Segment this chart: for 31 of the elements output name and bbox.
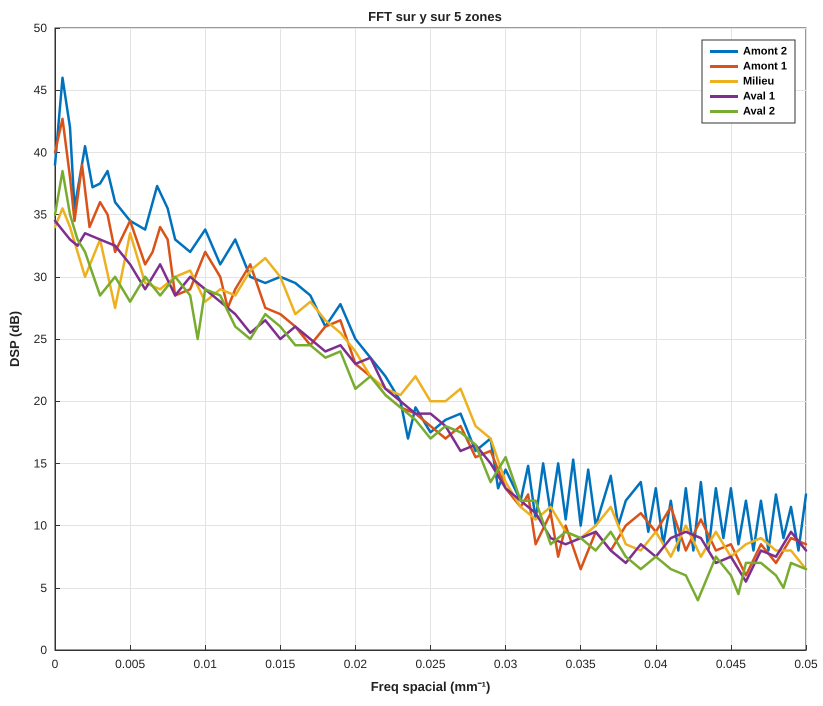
x-tick-label: 0 xyxy=(52,657,59,671)
legend-label: Milieu xyxy=(743,76,774,88)
y-tick-label: 50 xyxy=(34,21,48,35)
legend-label: Amont 1 xyxy=(743,60,787,72)
y-tick-label: 40 xyxy=(34,145,48,160)
x-tick-label: 0.01 xyxy=(194,657,218,671)
y-tick-label: 15 xyxy=(34,456,48,470)
x-tick-label: 0.045 xyxy=(716,657,746,671)
legend-label: Amont 2 xyxy=(743,46,787,58)
y-tick-label: 45 xyxy=(34,83,48,98)
x-tick-label: 0.04 xyxy=(644,657,668,671)
chart-title: FFT sur y sur 5 zones xyxy=(368,9,502,24)
y-tick-label: 25 xyxy=(34,332,48,346)
y-tick-label: 30 xyxy=(34,270,48,284)
y-axis-title: DSP (dB) xyxy=(7,310,22,368)
x-tick-label: 0.035 xyxy=(566,657,596,671)
x-tick-label: 0.03 xyxy=(494,657,518,671)
y-tick-label: 20 xyxy=(34,394,48,408)
legend-label: Aval 1 xyxy=(743,90,776,102)
x-tick-label: 0.05 xyxy=(794,657,818,671)
line-series xyxy=(54,170,808,602)
y-tick-label: 35 xyxy=(34,208,48,222)
x-tick-label: 0.015 xyxy=(265,657,296,671)
y-tick-label: 0 xyxy=(40,643,48,657)
legend-label: Aval 2 xyxy=(743,106,776,118)
x-axis-title: Freq spacial (mm⁻¹) xyxy=(370,679,490,694)
x-tick-label: 0.025 xyxy=(415,657,446,671)
y-tick-label: 10 xyxy=(34,518,48,533)
x-tick-label: 0.005 xyxy=(115,657,146,671)
x-tick-label: 0.02 xyxy=(344,657,368,671)
y-tick-label: 5 xyxy=(40,580,48,595)
